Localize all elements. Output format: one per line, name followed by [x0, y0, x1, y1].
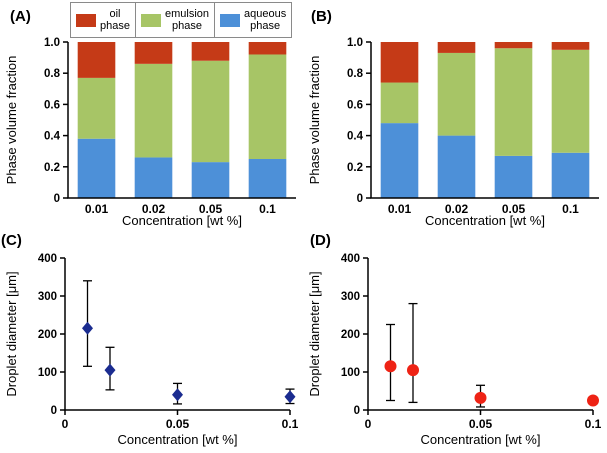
svg-text:300: 300: [38, 291, 57, 303]
svg-text:Concentration [wt %]: Concentration [wt %]: [118, 432, 238, 447]
panel-A-label: (A): [10, 8, 31, 25]
chart-D-scatter-errorbars: 0 100 200 300 400 0 0.05 0.1 Concentration [wt %…: [307, 253, 602, 447]
panel-D-label: (D): [310, 232, 331, 249]
svg-text:200: 200: [341, 329, 360, 341]
svg-text:400: 400: [38, 253, 57, 265]
chart-A-stacked-bar: 0 0.2 0.4 0.6 0.8 1.0 0.01 0.02 0.05 0.1 Concentra…: [4, 37, 296, 228]
phase-legend: oil phase emulsion phase aqueous phase: [70, 2, 293, 38]
panel-B: (B) 0 0.2 0.4 0.6 0.8 1.0 0.01 0.02 0.05 0.1 Conce…: [303, 0, 607, 228]
svg-text:0.8: 0.8: [347, 68, 364, 80]
svg-text:0.02: 0.02: [142, 202, 166, 216]
svg-text:300: 300: [341, 291, 360, 303]
svg-text:0.8: 0.8: [44, 68, 61, 80]
chart-C-scatter-errorbars: 0 100 200 300 400 0 0.05 0.1 Concentration [wt %…: [4, 253, 299, 447]
svg-text:Concentration [wt %]: Concentration [wt %]: [425, 213, 545, 228]
svg-text:0.1: 0.1: [259, 202, 276, 216]
svg-text:0.2: 0.2: [44, 162, 60, 174]
panel-C: (C) 0 100 200 300 400 0 0.05 0.1 Concentration […: [0, 228, 303, 453]
svg-text:400: 400: [341, 253, 360, 265]
svg-text:0: 0: [354, 405, 360, 417]
svg-text:0.6: 0.6: [44, 99, 60, 111]
svg-text:Concentration [wt %]: Concentration [wt %]: [122, 213, 242, 228]
svg-text:200: 200: [38, 329, 57, 341]
svg-text:0.4: 0.4: [347, 131, 364, 143]
svg-text:0.05: 0.05: [502, 202, 526, 216]
svg-text:1.0: 1.0: [44, 37, 60, 49]
panel-A: (A) oil phase emulsion phase aqueous pha…: [0, 0, 303, 228]
oil-phase-swatch: [76, 13, 96, 27]
legend-item-emulsion-phase: emulsion phase: [134, 2, 216, 38]
panel-C-label: (C): [1, 232, 22, 249]
svg-text:Concentration [wt %]: Concentration [wt %]: [421, 432, 541, 447]
svg-text:0.01: 0.01: [388, 202, 412, 216]
panel-D: (D) 0 100 200 300 400 0 0.05 0.1 Concentration […: [303, 228, 607, 453]
svg-text:0.1: 0.1: [562, 202, 579, 216]
aqueous-phase-swatch: [220, 13, 241, 27]
legend-item-aqueous-phase: aqueous phase: [214, 2, 293, 38]
svg-text:0.1: 0.1: [585, 417, 602, 431]
legend-label-aqueous-phase: aqueous phase: [244, 7, 287, 32]
svg-text:1.0: 1.0: [347, 37, 363, 49]
svg-text:Droplet diameter [μm]: Droplet diameter [μm]: [4, 271, 19, 396]
svg-text:0.05: 0.05: [166, 417, 190, 431]
svg-text:0: 0: [54, 193, 60, 205]
svg-text:0: 0: [51, 405, 57, 417]
svg-text:Phase volume fraction: Phase volume fraction: [307, 56, 322, 185]
svg-text:0: 0: [62, 417, 69, 431]
svg-text:0.1: 0.1: [282, 417, 299, 431]
svg-text:Droplet diameter [μm]: Droplet diameter [μm]: [307, 271, 322, 396]
svg-text:0.05: 0.05: [469, 417, 493, 431]
legend-item-oil-phase: oil phase: [70, 2, 136, 38]
svg-text:0.6: 0.6: [347, 99, 363, 111]
svg-text:0: 0: [357, 193, 363, 205]
panel-B-label: (B): [311, 8, 332, 25]
svg-text:0.4: 0.4: [44, 131, 61, 143]
svg-text:100: 100: [341, 367, 360, 379]
svg-text:0.05: 0.05: [199, 202, 223, 216]
legend-label-oil-phase: oil phase: [100, 7, 130, 32]
svg-text:0.02: 0.02: [445, 202, 469, 216]
svg-text:0.2: 0.2: [347, 162, 363, 174]
svg-text:Phase volume fraction: Phase volume fraction: [4, 56, 19, 185]
chart-B-stacked-bar: 0 0.2 0.4 0.6 0.8 1.0 0.01 0.02 0.05 0.1 Concentra…: [307, 37, 599, 228]
svg-text:100: 100: [38, 367, 57, 379]
svg-text:0.01: 0.01: [85, 202, 109, 216]
legend-label-emulsion-phase: emulsion phase: [164, 7, 210, 32]
svg-text:0: 0: [365, 417, 372, 431]
emulsion-phase-swatch: [140, 13, 161, 27]
